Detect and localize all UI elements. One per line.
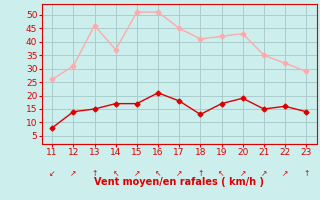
Text: ↗: ↗ [282,169,288,178]
Text: ↖: ↖ [155,169,161,178]
Text: ↑: ↑ [91,169,98,178]
Text: ↗: ↗ [261,169,267,178]
Text: ↑: ↑ [197,169,204,178]
Text: ↗: ↗ [240,169,246,178]
Text: ↖: ↖ [113,169,119,178]
Text: ↑: ↑ [303,169,309,178]
Text: ↗: ↗ [134,169,140,178]
Text: ↖: ↖ [218,169,225,178]
Text: ↗: ↗ [70,169,76,178]
Text: ↙: ↙ [49,169,55,178]
Text: ↗: ↗ [176,169,182,178]
X-axis label: Vent moyen/en rafales ( km/h ): Vent moyen/en rafales ( km/h ) [94,177,264,187]
